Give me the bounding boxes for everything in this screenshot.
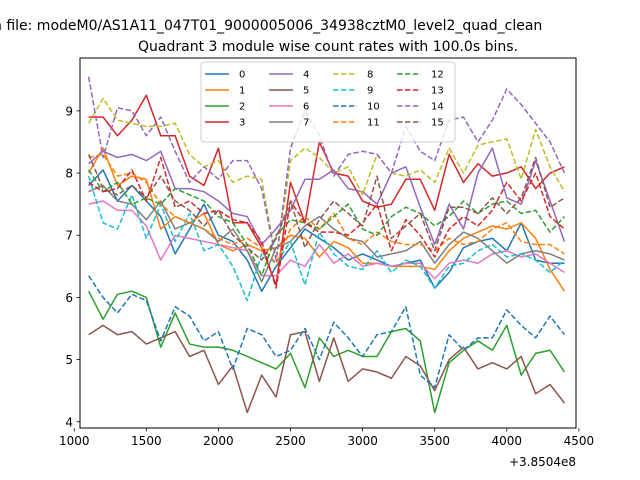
series-line-5 [88, 324, 566, 414]
series-layer [87, 76, 566, 414]
legend-label-5: 5 [303, 86, 309, 97]
legend-box [200, 61, 456, 143]
series-line-2 [87, 290, 566, 414]
x-tick-label: 1000 [59, 434, 90, 448]
series-line-11 [88, 153, 565, 264]
series-line-1 [88, 147, 566, 292]
series-line-12 [88, 169, 566, 277]
series-line-6 [88, 200, 565, 280]
series-line-4 [88, 147, 566, 246]
x-tick-label: 2500 [275, 434, 306, 448]
series-line-10 [88, 275, 566, 389]
series-line-7 [88, 184, 565, 283]
legend-label-14: 14 [431, 102, 444, 113]
legend-label-6: 6 [303, 102, 309, 113]
x-axis-offset-label: +3.8504e8 [509, 455, 576, 469]
series-line-13 [88, 156, 565, 289]
legend-label-13: 13 [431, 86, 444, 97]
x-tick-label: 4500 [564, 434, 595, 448]
legend-label-10: 10 [367, 102, 380, 113]
chart-title: Quadrant 3 module wise count rates with … [138, 39, 518, 55]
x-axis: 1000 1500 2000 2500 3000 3500 4000 4500 [59, 428, 594, 448]
legend-label-3: 3 [239, 118, 245, 129]
legend-label-7: 7 [303, 118, 309, 129]
legend-label-11: 11 [367, 118, 380, 129]
legend-label-15: 15 [431, 118, 444, 129]
y-tick-label: 9 [65, 104, 73, 118]
series-line-15 [87, 154, 565, 261]
y-tick-label: 5 [65, 353, 73, 367]
figure-suptitle: n file: modeM0/AS1A11_047T01_9000005006_… [0, 18, 542, 34]
legend-label-1: 1 [239, 86, 245, 97]
series-line-14 [87, 76, 566, 261]
axes-frame [79, 57, 577, 429]
y-axis: 4 5 6 7 8 9 [65, 104, 80, 429]
legend-label-9: 9 [367, 86, 373, 97]
series-line-9 [87, 175, 565, 302]
legend-label-12: 12 [431, 70, 444, 81]
x-tick-label: 2000 [203, 434, 234, 448]
legend-label-2: 2 [239, 102, 245, 113]
y-tick-label: 4 [65, 415, 73, 429]
series-line-8 [88, 97, 566, 261]
y-tick-label: 8 [65, 167, 73, 181]
x-tick-label: 3500 [419, 434, 450, 448]
legend-label-0: 0 [239, 70, 245, 81]
x-tick-label: 1500 [131, 434, 162, 448]
x-tick-label: 4000 [492, 434, 523, 448]
legend-label-8: 8 [367, 70, 373, 81]
y-tick-label: 7 [65, 229, 73, 243]
x-tick-label: 3000 [347, 434, 378, 448]
y-tick-label: 6 [65, 291, 73, 305]
legend-label-4: 4 [303, 70, 309, 81]
